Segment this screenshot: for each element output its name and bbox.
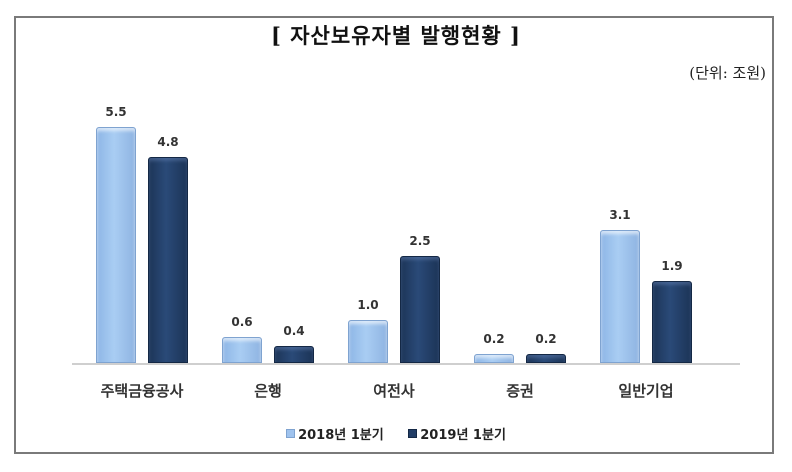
bar-2018q1 [474,354,514,363]
legend-swatch-2019 [408,429,418,438]
chart-frame [14,16,774,454]
legend-item-2018: 2018년 1분기 [286,424,384,443]
bar-2018q1 [600,229,640,363]
category-label: 은행 [254,382,282,400]
bar-2018q1 [222,337,262,363]
bar-2019q1 [652,281,692,363]
category-label: 주택금융공사 [100,382,184,400]
value-label: 2.5 [409,233,431,248]
category-label: 여전사 [373,382,415,400]
category-label: 일반기업 [618,382,674,400]
bar-2019q1 [526,354,566,363]
legend-swatch-2018 [286,429,296,438]
legend-item-2019: 2019년 1분기 [408,424,506,443]
value-label: 1.9 [661,259,683,274]
plot-area: 5.5 4.8 0.6 0.4 1.0 2.5 0.2 0.2 3.1 1.9 [72,90,740,363]
value-label: 3.1 [609,207,631,222]
value-label: 0.6 [231,315,253,330]
unit-label: (단위: 조원) [689,64,766,82]
category-label: 증권 [506,382,534,400]
x-axis-line [72,363,740,365]
bar-2018q1 [96,126,136,363]
value-label: 5.5 [105,104,127,119]
legend-label-2018: 2018년 1분기 [298,428,384,443]
chart-title: [ 자산보유자별 발행현황 ] [270,23,521,48]
bar-2018q1 [348,320,388,363]
bar-2019q1 [400,255,440,363]
value-label: 0.4 [283,323,305,338]
bar-2019q1 [274,345,314,363]
legend-label-2019: 2019년 1분기 [420,428,506,443]
legend: 2018년 1분기 2019년 1분기 [0,424,792,443]
value-label: 0.2 [483,332,505,347]
bar-2019q1 [148,156,188,363]
value-label: 1.0 [357,298,379,312]
value-label: 4.8 [157,134,179,149]
value-label: 0.2 [535,332,557,347]
